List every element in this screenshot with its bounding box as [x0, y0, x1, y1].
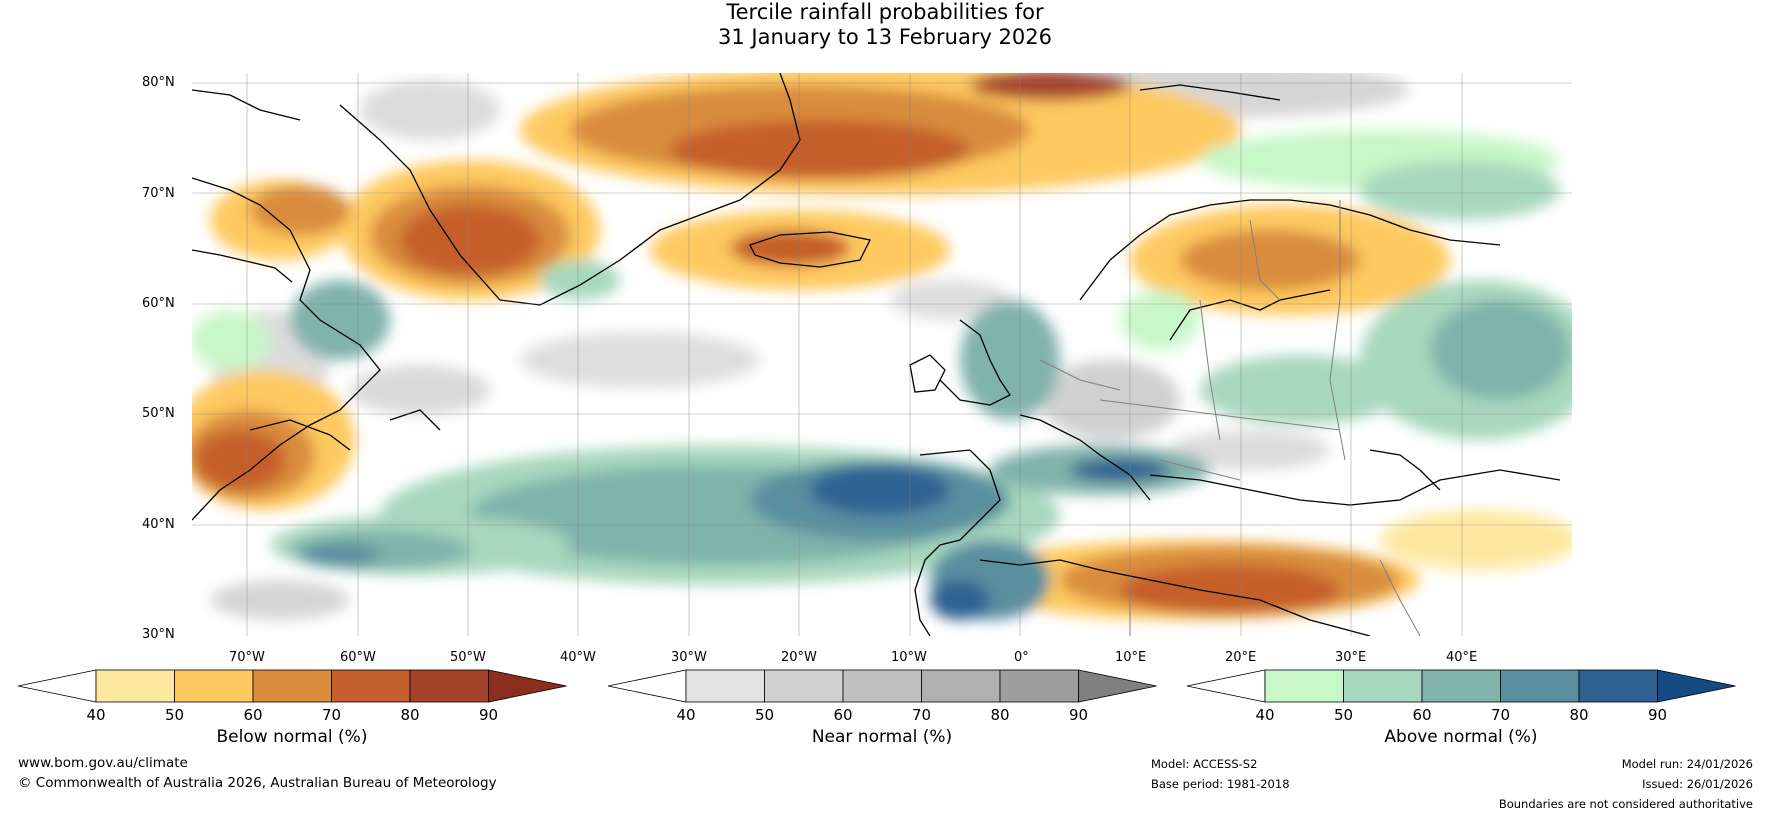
boundaries-disclaimer: Boundaries are not considered authoritat… — [1498, 797, 1753, 811]
title-line-1: Tercile rainfall probabilities for — [726, 0, 1044, 24]
colorbar-tick-label: 90 — [1648, 706, 1667, 724]
colorbar-segment — [252, 669, 332, 703]
website-link[interactable]: www.bom.gov.au/climate — [18, 755, 188, 771]
colorbar-tick-label: 70 — [322, 706, 341, 724]
colorbar-arrow-high — [1078, 669, 1157, 703]
colorbar-segment — [95, 669, 175, 703]
lat-label: 40°N — [142, 517, 175, 532]
colorbar-segment — [764, 669, 844, 703]
lon-label: 60°W — [340, 650, 376, 665]
coastlines — [192, 73, 1561, 636]
lon-label: 70°W — [229, 650, 265, 665]
colorbar-segment — [1421, 669, 1501, 703]
lon-label: 30°W — [671, 650, 707, 665]
colorbar-tick-label: 40 — [676, 706, 695, 724]
colorbar-below-normal: 40 50 60 70 80 90 — [17, 669, 567, 724]
probability-field — [192, 73, 1572, 636]
colorbar-tick-label: 60 — [833, 706, 852, 724]
issued-date: Issued: 26/01/2026 — [1642, 777, 1753, 791]
colorbar-tick-label: 80 — [1569, 706, 1588, 724]
lon-label: 10°W — [891, 650, 927, 665]
lon-label: 20°W — [781, 650, 817, 665]
lon-label: 30°E — [1335, 650, 1367, 665]
colorbar-segment — [999, 669, 1079, 703]
lon-label: 20°E — [1225, 650, 1257, 665]
lon-label: 50°W — [450, 650, 486, 665]
colorbar-tick-label: 40 — [86, 706, 105, 724]
colorbar-above-title: Above normal (%) — [1384, 727, 1538, 747]
colorbar-arrow-low — [17, 669, 97, 703]
lat-label: 30°N — [142, 627, 175, 642]
lat-label: 80°N — [142, 75, 175, 90]
colorbar-segment — [1343, 669, 1423, 703]
lon-label: 40°E — [1446, 650, 1478, 665]
colorbar-segment — [174, 669, 254, 703]
colorbar-tick-label: 70 — [1491, 706, 1510, 724]
colorbar-tick-label: 60 — [1412, 706, 1431, 724]
map-title: Tercile rainfall probabilities for 31 Ja… — [0, 0, 1770, 50]
colorbar-segment — [842, 669, 922, 703]
lon-label: 40°W — [560, 650, 596, 665]
colorbar-arrow-low — [607, 669, 687, 703]
colorbar-near-title: Near normal (%) — [811, 727, 953, 747]
model-run: Model run: 24/01/2026 — [1621, 757, 1753, 771]
colorbar-arrow-high — [488, 669, 567, 703]
colorbar-segment — [921, 669, 1001, 703]
title-line-2: 31 January to 13 February 2026 — [717, 25, 1052, 49]
colorbar-tick-label: 40 — [1255, 706, 1274, 724]
colorbar-segment — [1264, 669, 1344, 703]
lat-label: 50°N — [142, 406, 175, 421]
copyright: © Commonwealth of Australia 2026, Austra… — [18, 775, 497, 791]
colorbar-tick-label: 90 — [479, 706, 498, 724]
colorbar-near-normal: 40 50 60 70 80 90 — [607, 669, 1157, 724]
model-name: Model: ACCESS-S2 — [1151, 757, 1258, 771]
graticule — [192, 73, 1572, 636]
lon-label: 10°E — [1115, 650, 1147, 665]
colorbar-tick-label: 80 — [400, 706, 419, 724]
colorbar-above-normal: 40 50 60 70 80 90 — [1186, 669, 1736, 724]
colorbar-tick-label: 90 — [1069, 706, 1088, 724]
base-period: Base period: 1981-2018 — [1151, 777, 1290, 791]
colorbar-segment — [1500, 669, 1580, 703]
lon-label: 0° — [1014, 650, 1029, 665]
colorbar-segment — [409, 669, 489, 703]
colorbar-tick-label: 60 — [243, 706, 262, 724]
colorbar-tick-label: 70 — [912, 706, 931, 724]
colorbar-segment — [331, 669, 411, 703]
colorbar-tick-label: 50 — [1334, 706, 1353, 724]
colorbar-below-title: Below normal (%) — [216, 727, 368, 747]
colorbar-segment — [1578, 669, 1658, 703]
colorbar-tick-label: 80 — [990, 706, 1009, 724]
colorbar-arrow-low — [1186, 669, 1266, 703]
colorbar-segment — [685, 669, 765, 703]
colorbar-arrow-high — [1657, 669, 1736, 703]
colorbar-tick-label: 50 — [755, 706, 774, 724]
lat-label: 60°N — [142, 296, 175, 311]
lat-label: 70°N — [142, 186, 175, 201]
colorbar-tick-label: 50 — [165, 706, 184, 724]
